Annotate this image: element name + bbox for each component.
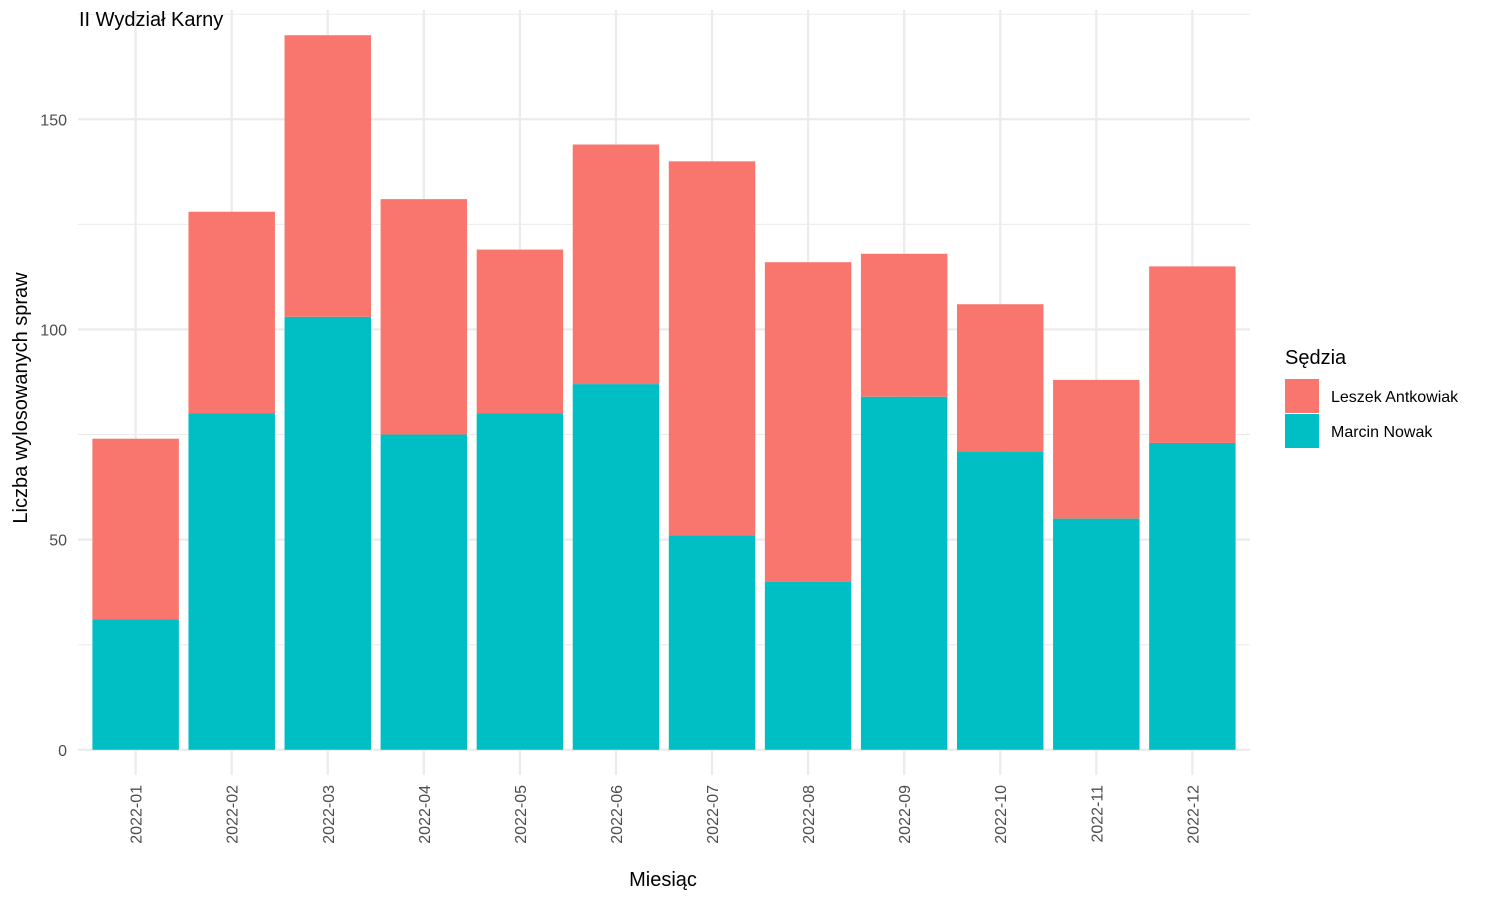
bar-leszek-antkowiak-2022-04 [380,199,468,435]
y-tick-label: 0 [58,743,67,760]
legend: Sędzia Leszek Antkowiak Marcin Nowak [1285,347,1459,448]
bar-leszek-antkowiak-2022-08 [764,262,852,582]
bar-marcin-nowak-2022-07 [668,535,756,750]
y-tick-label: 150 [40,112,67,129]
x-axis-title: Miesiąc [629,869,697,891]
x-axis-ticks: 2022-01 2022-02 2022-03 2022-04 2022-05 2022-… [129,785,1203,844]
x-tick-label: 2022-04 [417,785,434,844]
bar-leszek-antkowiak-2022-09 [860,253,948,397]
bar-leszek-antkowiak-2022-02 [188,211,275,414]
bar-leszek-antkowiak-2022-11 [1053,379,1140,519]
legend-key-leszek-antkowiak [1285,379,1319,413]
y-axis-title: Liczba wylosowanych spraw [10,272,32,524]
x-tick-label: 2022-01 [129,785,146,844]
bar-leszek-antkowiak-2022-12 [1149,266,1236,443]
y-tick-label: 50 [49,533,67,550]
y-tick-label: 100 [40,322,67,339]
bar-leszek-antkowiak-2022-01 [92,438,179,620]
legend-label: Leszek Antkowiak [1331,389,1459,406]
x-tick-label: 2022-05 [513,785,530,844]
legend-entries: Leszek Antkowiak Marcin Nowak [1285,379,1459,448]
x-tick-label: 2022-07 [705,785,722,844]
x-tick-label: 2022-12 [1185,785,1202,844]
chart-title: II Wydział Karny [79,9,223,31]
legend-title: Sędzia [1285,347,1347,369]
bar-marcin-nowak-2022-03 [284,316,371,750]
bars [92,35,1236,750]
bar-marcin-nowak-2022-09 [860,396,948,750]
legend-label: Marcin Nowak [1331,424,1433,441]
bar-leszek-antkowiak-2022-03 [284,35,371,317]
bar-leszek-antkowiak-2022-05 [476,249,564,414]
bar-marcin-nowak-2022-02 [188,413,275,750]
bar-leszek-antkowiak-2022-06 [572,144,660,385]
bar-marcin-nowak-2022-11 [1053,518,1140,750]
bar-marcin-nowak-2022-08 [764,581,852,750]
bar-marcin-nowak-2022-10 [957,451,1044,750]
x-tick-label: 2022-11 [1089,785,1106,843]
x-tick-label: 2022-02 [225,785,242,844]
bar-marcin-nowak-2022-06 [572,384,660,750]
x-tick-label: 2022-09 [897,785,914,844]
bar-leszek-antkowiak-2022-10 [957,304,1044,452]
legend-key-marcin-nowak [1285,414,1319,448]
bar-leszek-antkowiak-2022-07 [668,161,756,536]
x-tick-label: 2022-06 [609,785,626,844]
bar-marcin-nowak-2022-05 [476,413,564,750]
y-axis-ticks: 0 50 100 150 [40,112,67,759]
bar-marcin-nowak-2022-04 [380,434,468,750]
x-tick-label: 2022-08 [801,785,818,844]
x-tick-label: 2022-10 [993,785,1010,844]
bar-marcin-nowak-2022-12 [1149,442,1236,750]
bar-marcin-nowak-2022-01 [92,619,179,750]
x-tick-label: 2022-03 [321,785,338,844]
